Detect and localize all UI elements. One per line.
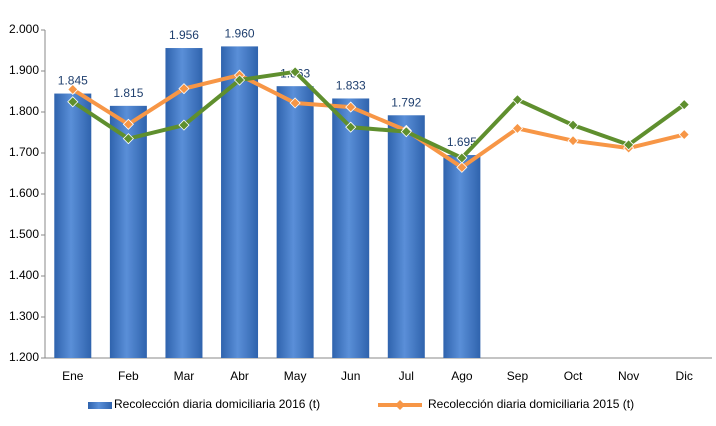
y-tick-label: 1.300 (9, 309, 39, 323)
legend-marker (395, 400, 405, 410)
legend-label: Recolección diaria domiciliaria 2015 (t) (428, 397, 634, 411)
marker (67, 83, 79, 96)
bar (443, 155, 481, 358)
bar (54, 93, 92, 359)
y-tick-label: 1.900 (9, 63, 39, 77)
marker (345, 101, 357, 113)
y-tick-label: 1.200 (9, 350, 39, 364)
x-tick-label: Feb (118, 369, 139, 383)
x-tick-label: Mar (174, 369, 195, 383)
y-tick-label: 2.000 (9, 22, 39, 36)
marker (178, 83, 190, 95)
bar (165, 48, 203, 358)
x-tick-label: Sep (507, 369, 529, 383)
y-tick-label: 1.500 (9, 227, 39, 241)
legend-swatch (88, 402, 112, 409)
marker (400, 126, 412, 138)
marker (511, 94, 524, 106)
y-tick-label: 1.600 (9, 186, 39, 200)
data-label: 1.695 (447, 135, 477, 149)
x-tick-label: Jun (341, 369, 360, 383)
marker (178, 119, 190, 131)
x-tick-label: Ago (451, 369, 473, 383)
marker (456, 152, 468, 164)
line (71, 69, 686, 161)
marker (233, 74, 246, 86)
marker (567, 119, 579, 131)
marker (122, 133, 134, 145)
marker (623, 139, 635, 151)
marker (289, 66, 301, 78)
bar (109, 105, 147, 358)
bar (276, 86, 314, 359)
marker (511, 122, 524, 134)
marker (678, 128, 690, 141)
data-label: 1.956 (169, 28, 199, 42)
bar (387, 115, 425, 358)
marker (345, 121, 357, 133)
data-label: 1.845 (58, 74, 88, 88)
data-label: 1.815 (113, 86, 143, 100)
y-tick-label: 1.800 (9, 104, 39, 118)
marker (67, 96, 79, 108)
x-tick-label: May (284, 369, 307, 383)
x-tick-label: Jul (399, 369, 414, 383)
bar (221, 46, 259, 359)
y-tick-label: 1.700 (9, 145, 39, 159)
data-label: 1.960 (225, 27, 255, 41)
legend-label: Recolección diaria domiciliaria 2016 (t) (114, 397, 320, 411)
x-tick-label: Nov (618, 369, 639, 383)
bar (332, 98, 370, 358)
x-tick-label: Abr (230, 369, 249, 383)
x-tick-label: Oct (564, 369, 583, 383)
data-label: 1.792 (391, 95, 421, 109)
x-tick-label: Dic (676, 369, 693, 383)
marker (678, 99, 690, 111)
marker (567, 135, 579, 147)
x-tick-label: Ene (62, 369, 84, 383)
y-tick-label: 1.400 (9, 268, 39, 282)
data-label: 1.833 (336, 79, 366, 93)
marker (456, 161, 468, 173)
marker (289, 97, 301, 109)
line (71, 72, 685, 170)
marker (122, 118, 134, 130)
